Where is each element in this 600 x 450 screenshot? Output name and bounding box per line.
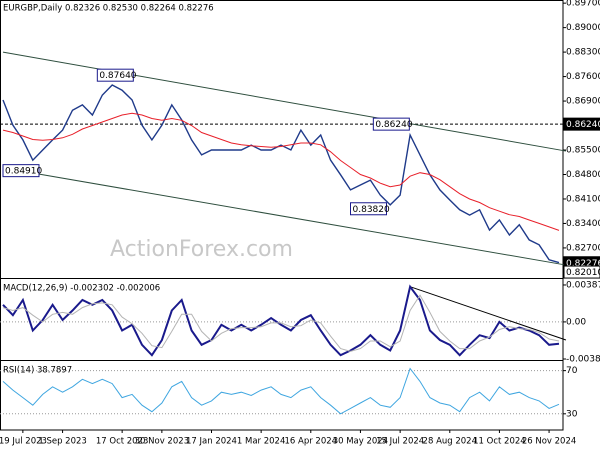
annotation-box bbox=[350, 202, 387, 216]
panel-title: RSI(14) 38.7897 bbox=[3, 366, 72, 376]
watermark: ActionForex.com bbox=[110, 237, 293, 262]
y-tick-label: 0.85500 bbox=[566, 146, 600, 156]
x-tick-label: 26 Nov 2024 bbox=[522, 437, 576, 447]
series-line bbox=[2, 294, 560, 352]
price-marker-label: 0.82276 bbox=[566, 259, 600, 269]
panel-title: MACD(12,26,9) -0.002302 -0.002006 bbox=[3, 284, 160, 294]
plot-frame bbox=[0, 0, 564, 431]
annotation-box bbox=[372, 117, 410, 131]
series-line bbox=[2, 367, 560, 415]
y-tick-label: 0.82700 bbox=[566, 243, 600, 253]
x-tick-label: 17 Oct 2023 bbox=[96, 437, 149, 447]
y-tick-label: 0.88300 bbox=[566, 48, 600, 58]
annotation-label: 0.87640 bbox=[99, 71, 136, 81]
annotation-box bbox=[2, 164, 40, 178]
series-line bbox=[2, 284, 560, 357]
y-tick-label: 0.83400 bbox=[566, 219, 600, 229]
x-tick-label: 11 Oct 2024 bbox=[473, 437, 526, 447]
annotation-label: 0.86240 bbox=[375, 120, 412, 130]
x-tick-label: 16 Apr 2024 bbox=[285, 437, 338, 447]
y-tick-label: 70 bbox=[566, 366, 578, 376]
trend-line bbox=[2, 51, 567, 152]
x-tick-label: 15 Jul 2024 bbox=[376, 437, 424, 447]
price-marker-label: 0.82010 bbox=[566, 268, 600, 278]
y-tick-label: -0.003894 bbox=[566, 354, 600, 364]
x-tick-label: 1 Mar 2024 bbox=[237, 437, 285, 447]
y-tick-label: 0.89700 bbox=[566, 0, 600, 9]
trend-line bbox=[2, 167, 567, 266]
price-marker bbox=[563, 265, 600, 279]
x-tick-label: 28 Aug 2024 bbox=[423, 437, 477, 447]
x-tick-label: 30 May 2024 bbox=[333, 437, 388, 447]
x-tick-label: 1 Sep 2023 bbox=[38, 437, 86, 447]
y-tick-label: 0.003878 bbox=[566, 280, 600, 290]
y-tick-label: 0.84100 bbox=[566, 194, 600, 204]
y-tick-label: 0.86900 bbox=[566, 97, 600, 107]
series-line bbox=[2, 84, 560, 264]
y-tick-label: 0.87600 bbox=[566, 72, 600, 82]
annotation-box bbox=[96, 68, 134, 82]
annotation-label: 0.83820 bbox=[353, 205, 390, 215]
x-tick-label: 19 Jul 2023 bbox=[0, 437, 47, 447]
x-tick-label: 30 Nov 2023 bbox=[135, 437, 189, 447]
y-tick-label: 0.89000 bbox=[566, 23, 600, 33]
price-marker bbox=[563, 117, 600, 131]
x-tick-label: 17 Jan 2024 bbox=[186, 437, 237, 447]
y-tick-label: 0.84800 bbox=[566, 170, 600, 180]
panel-title: EURGBP,Daily 0.82326 0.82530 0.82264 0.8… bbox=[3, 4, 214, 14]
price-marker-label: 0.86240 bbox=[566, 120, 600, 130]
trend-line bbox=[409, 286, 567, 341]
y-tick-label: 0.00 bbox=[566, 317, 586, 327]
annotation-label: 0.84910 bbox=[5, 167, 42, 177]
y-tick-label: 30 bbox=[566, 409, 578, 419]
series-line bbox=[2, 112, 560, 231]
